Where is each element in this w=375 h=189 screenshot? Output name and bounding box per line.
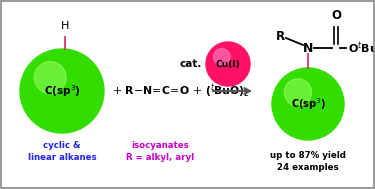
Text: O$^t$Bu: O$^t$Bu: [348, 40, 375, 56]
Circle shape: [206, 42, 250, 86]
Text: N: N: [303, 42, 313, 54]
Circle shape: [34, 62, 66, 94]
Text: C(sp$^3$): C(sp$^3$): [44, 83, 80, 99]
Text: isocyanates
R = alkyl, aryl: isocyanates R = alkyl, aryl: [126, 141, 194, 162]
Circle shape: [213, 49, 230, 65]
Text: $+$ R$-$N$\!=\!$C$\!=\!$O $+$ ($^t$BuO)$_2$: $+$ R$-$N$\!=\!$C$\!=\!$O $+$ ($^t$BuO)$…: [112, 82, 250, 100]
Text: Cu(I): Cu(I): [216, 60, 240, 68]
Circle shape: [20, 49, 104, 133]
Text: cat.: cat.: [180, 59, 202, 69]
Circle shape: [272, 68, 344, 140]
Text: cyclic &
linear alkanes: cyclic & linear alkanes: [28, 141, 96, 162]
Text: C(sp$^3$): C(sp$^3$): [291, 96, 326, 112]
Circle shape: [284, 79, 312, 106]
Text: up to 87% yield
24 examples: up to 87% yield 24 examples: [270, 151, 346, 172]
Text: R: R: [275, 29, 285, 43]
Text: O: O: [331, 9, 341, 22]
Text: H: H: [61, 21, 69, 31]
